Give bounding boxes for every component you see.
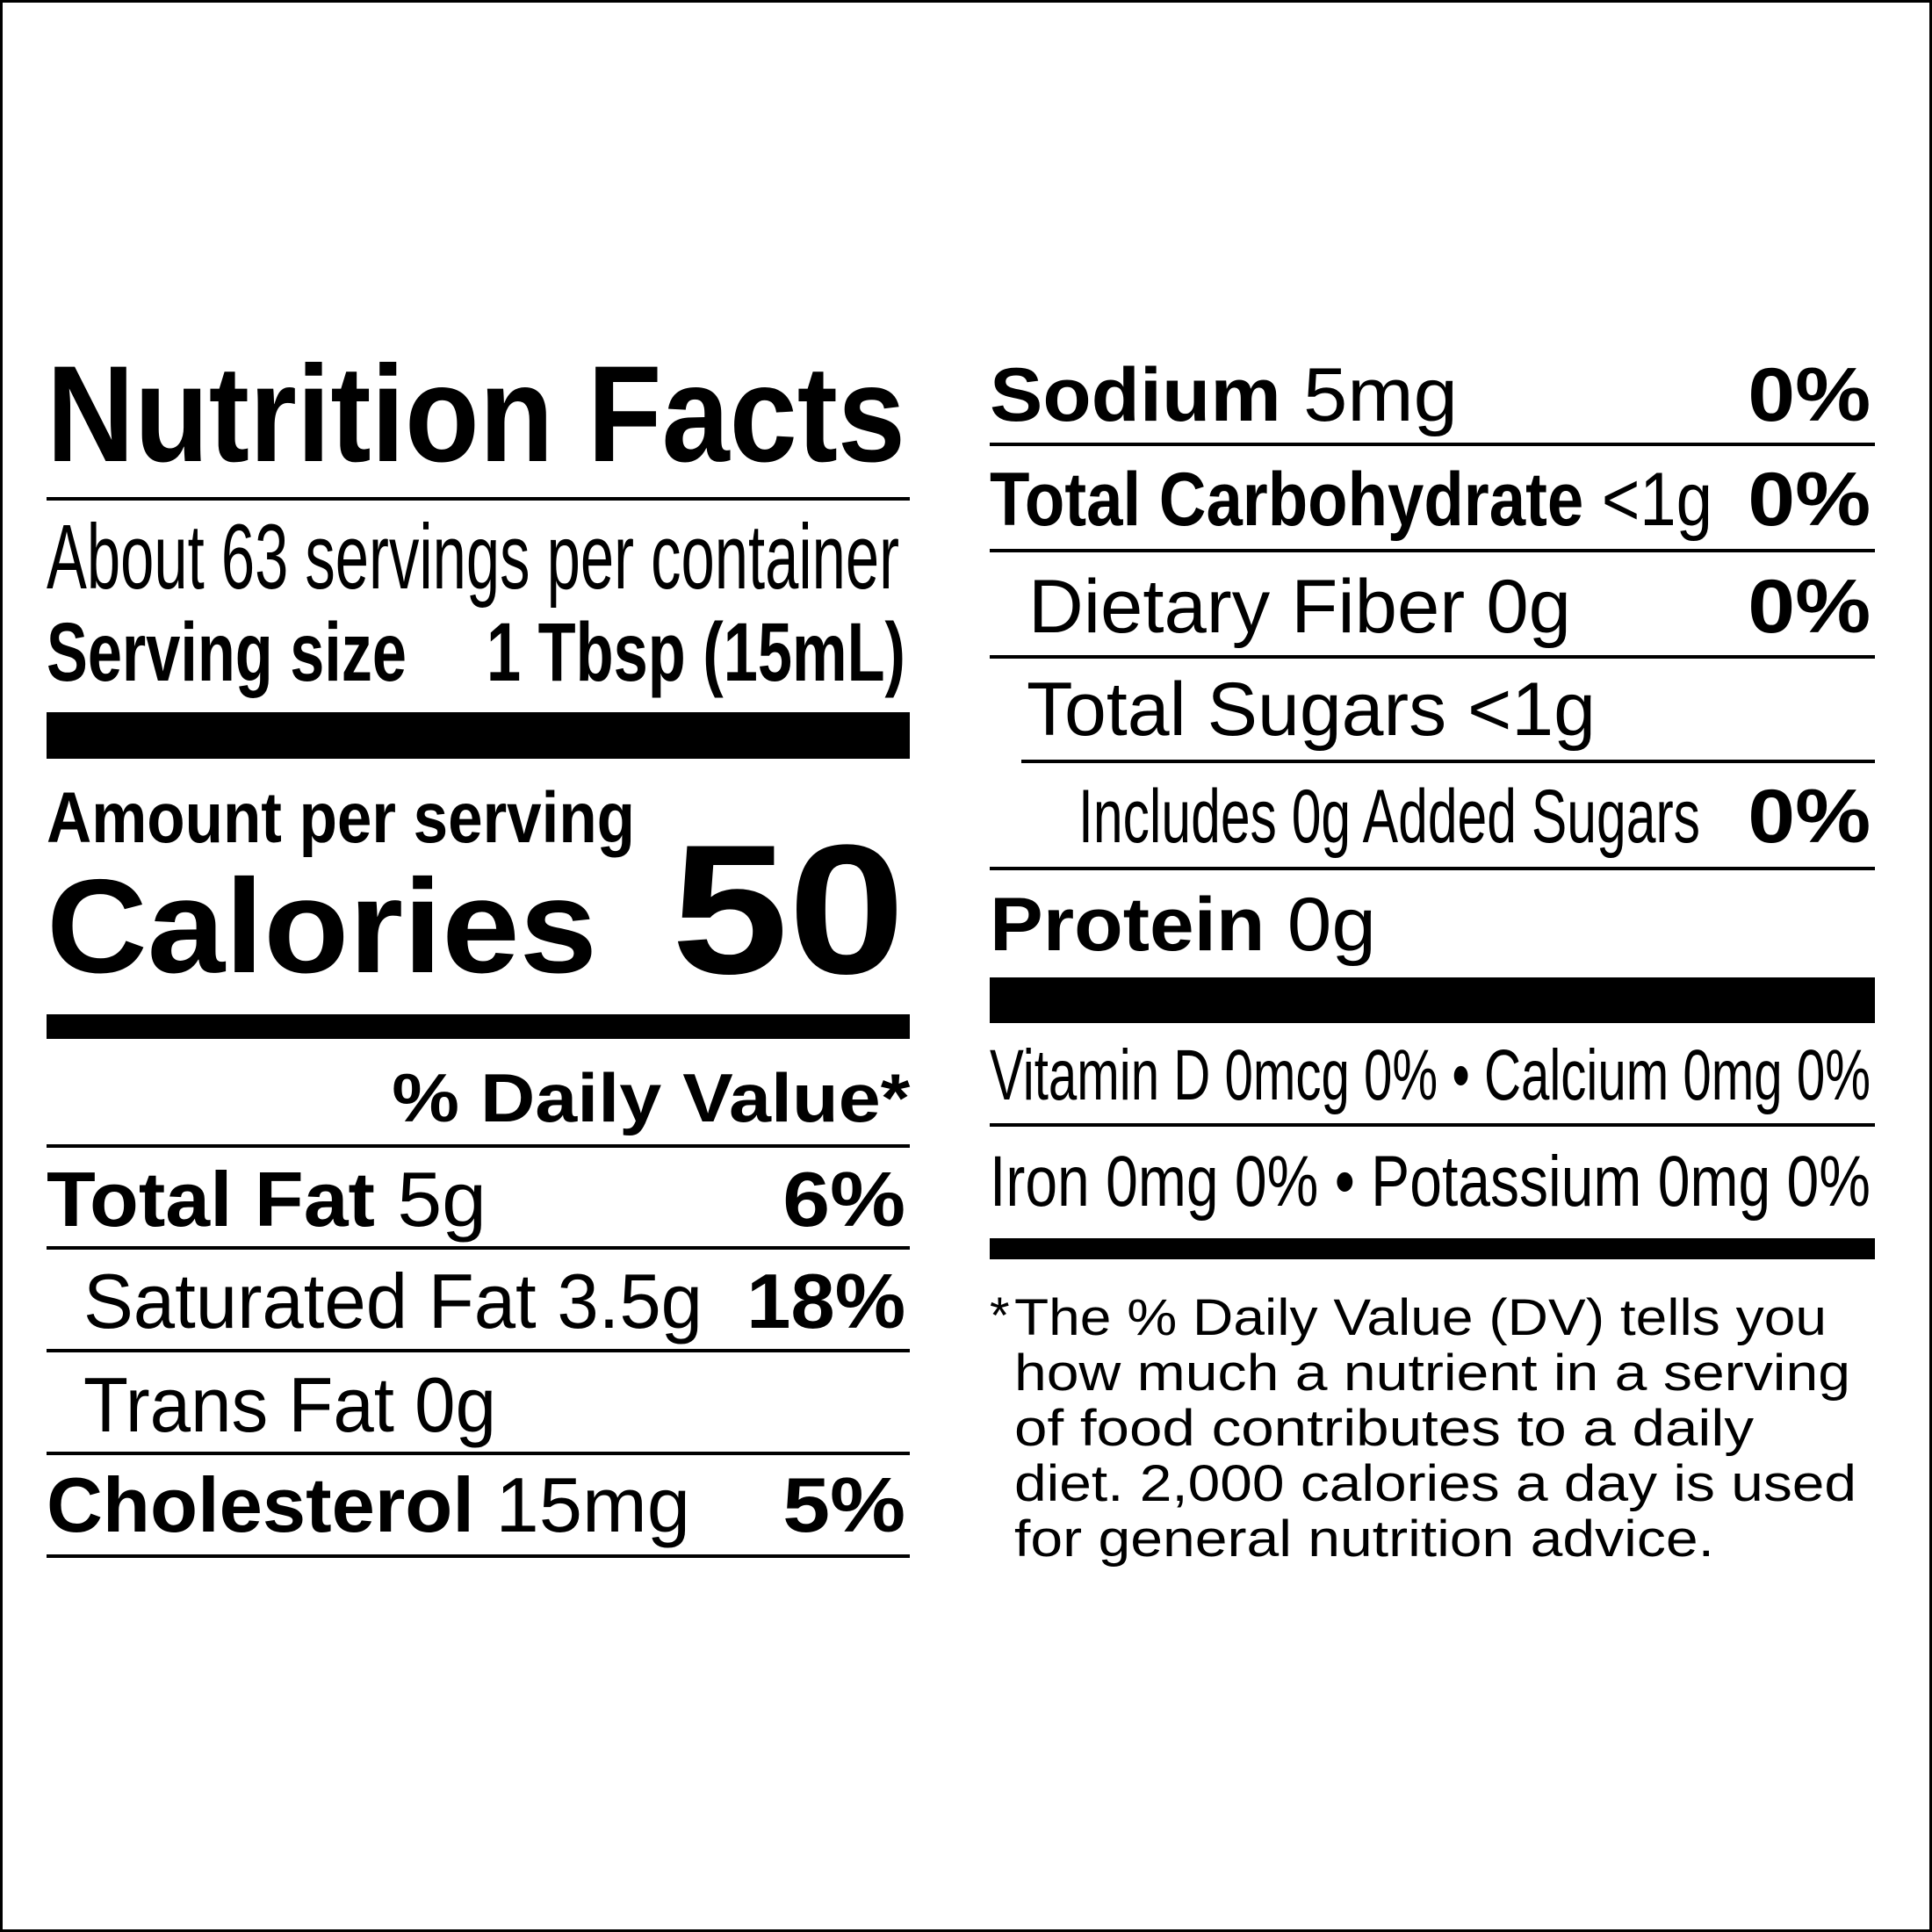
footnote-line: The % Daily Value (DV) tells you (1014, 1289, 1827, 1346)
saturated-fat-dv: 18% (746, 1258, 905, 1344)
divider (1021, 760, 1875, 763)
divider (47, 1349, 910, 1352)
sodium-dv: 0% (1748, 353, 1871, 437)
divider (47, 1144, 910, 1148)
nutrient-amount: <1g (1467, 667, 1596, 752)
dietary-fiber-dv: 0% (1748, 565, 1871, 649)
footnote-line: how much a nutrient in a serving (1014, 1344, 1850, 1402)
nutrient-name: Cholesterol (47, 1461, 474, 1548)
nutrient-amount: 0g (415, 1361, 496, 1448)
thick-bar (990, 1238, 1875, 1259)
nutrient-name: Total Fat (47, 1156, 375, 1243)
total-sugars-row: Total Sugars <1g (1027, 672, 1596, 747)
nutrient-name: Trans Fat (83, 1361, 394, 1448)
bullet-separator: • (1334, 1142, 1355, 1222)
divider (990, 549, 1875, 552)
title: Nutrition Facts (47, 338, 905, 491)
serving-size-label: Serving size (47, 606, 407, 699)
cholesterol-dv: 5% (782, 1461, 905, 1548)
nutrient-name: Saturated Fat (83, 1258, 537, 1344)
dietary-fiber-row: Dietary Fiber 0g (1028, 569, 1571, 645)
added-sugars-dv: 0% (1748, 775, 1871, 859)
calories-value: 50 (672, 806, 905, 1013)
nutrient-name: Protein (990, 883, 1265, 967)
nutrient-amount: 5mg (1302, 353, 1458, 437)
total-carbohydrate-dv: 0% (1748, 458, 1871, 542)
vitamin-calcium-row: Vitamin D 0mcg 0% • Calcium 0mg 0% (990, 1040, 1871, 1112)
total-fat-row: Total Fat 5g (47, 1161, 487, 1238)
footnote-asterisk: * (990, 1287, 1010, 1344)
thick-bar (990, 977, 1875, 1023)
trans-fat-row: Trans Fat 0g (83, 1366, 496, 1444)
nutrient-name: Total Carbohydrate (990, 458, 1584, 542)
amount-per-serving: Amount per serving (47, 778, 635, 858)
nutrient-name: Sodium (990, 353, 1281, 437)
calcium: Calcium 0mg 0% (1483, 1035, 1871, 1115)
footnote-line: for general nutrition advice. (1014, 1510, 1714, 1568)
thick-bar (47, 1014, 910, 1039)
vitamin-d: Vitamin D 0mcg 0% (990, 1035, 1438, 1115)
sodium-row: Sodium 5mg (990, 357, 1458, 433)
saturated-fat-row: Saturated Fat 3.5g (83, 1263, 703, 1340)
footnote-line: diet. 2,000 calories a day is used (1014, 1455, 1856, 1512)
nutrient-amount: 15mg (495, 1461, 690, 1548)
divider (990, 867, 1875, 870)
footnote-line: of food contributes to a daily (1014, 1400, 1754, 1457)
divider (47, 1246, 910, 1250)
iron-potassium-row: Iron 0mg 0% • Potassium 0mg 0% (990, 1146, 1871, 1218)
iron: Iron 0mg 0% (990, 1142, 1319, 1222)
cholesterol-row: Cholesterol 15mg (47, 1467, 690, 1544)
divider (47, 1554, 910, 1558)
nutrient-amount: <1g (1601, 458, 1712, 542)
divider (47, 1452, 910, 1455)
nutrient-name: Total Sugars (1027, 667, 1447, 752)
daily-value-header: % Daily Value* (392, 1059, 910, 1136)
nutrient-amount: 0g (1287, 883, 1376, 967)
thick-bar (47, 712, 910, 759)
divider (990, 1123, 1875, 1127)
nutrient-amount: 5g (397, 1156, 487, 1243)
total-carbohydrate-row: Total Carbohydrate <1g (990, 462, 1712, 537)
calories-label: Calories (47, 852, 597, 1001)
potassium: Potassium 0mg 0% (1371, 1142, 1871, 1222)
divider (47, 497, 910, 501)
added-sugars-row: Includes 0g Added Sugars (1078, 775, 1700, 859)
divider (990, 655, 1875, 659)
total-fat-dv: 6% (782, 1156, 905, 1243)
serving-size-value: 1 Tbsp (15mL) (487, 606, 905, 699)
nutrient-amount: 3.5g (557, 1258, 703, 1344)
protein-row: Protein 0g (990, 887, 1376, 962)
nutrient-amount: 0g (1486, 565, 1571, 649)
servings-per-container: About 63 servings per container (47, 506, 899, 609)
nutrient-name: Dietary Fiber (1028, 565, 1466, 649)
bullet-separator: • (1452, 1035, 1470, 1115)
divider (990, 443, 1875, 446)
